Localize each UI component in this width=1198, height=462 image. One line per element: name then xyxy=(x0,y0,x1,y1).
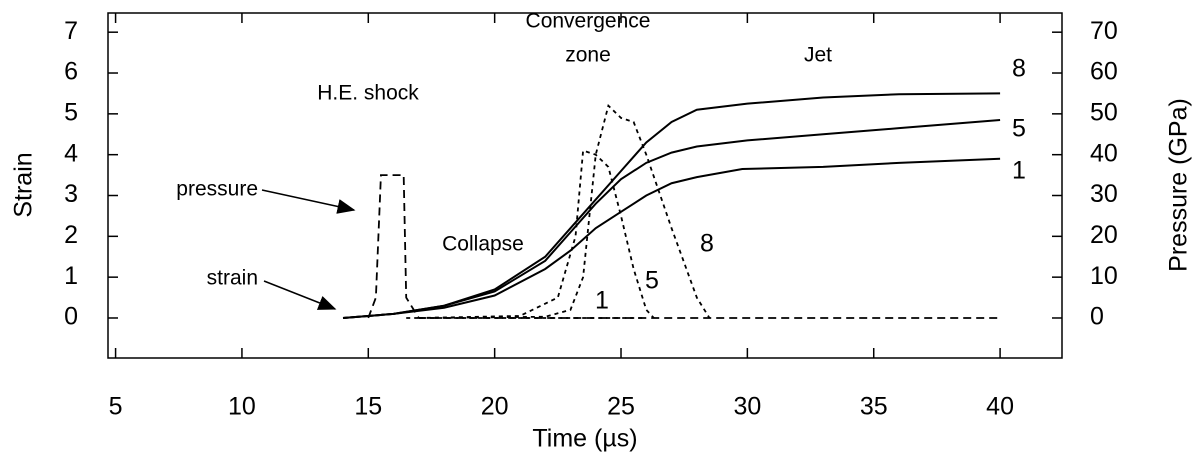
series-label: 1 xyxy=(595,287,609,315)
y2-tick-label: 40 xyxy=(1090,139,1118,167)
x-tick-label: 15 xyxy=(354,393,382,421)
annotation: zone xyxy=(565,44,611,67)
series-label: 5 xyxy=(1012,115,1026,143)
y-tick-label: 0 xyxy=(64,303,78,331)
x-tick-label: 5 xyxy=(109,393,123,421)
x-tick-label: 40 xyxy=(986,393,1014,421)
y-tick-label: 3 xyxy=(64,180,78,208)
annotation: Jet xyxy=(804,44,832,67)
x-axis-title: Time (µs) xyxy=(532,425,637,453)
x-tick-label: 35 xyxy=(860,393,888,421)
annotation: Collapse xyxy=(442,233,524,256)
strain-line xyxy=(342,118,1001,319)
y-tick-label: 4 xyxy=(64,139,78,167)
y2-tick-label: 0 xyxy=(1090,303,1104,331)
annotation: Convergence xyxy=(526,10,651,33)
annotation: pressure xyxy=(176,178,258,201)
x-tick-label: 30 xyxy=(733,393,761,421)
pressure-line xyxy=(367,174,1001,319)
pressure-line xyxy=(418,149,655,319)
y2-tick-label: 30 xyxy=(1090,180,1118,208)
y-tick-label: 5 xyxy=(64,98,78,126)
series-label: 1 xyxy=(1012,157,1026,185)
y2-tick-label: 70 xyxy=(1090,17,1118,45)
x-tick-label: 20 xyxy=(481,393,509,421)
x-tick-label: 10 xyxy=(228,393,256,421)
y2-tick-label: 10 xyxy=(1090,262,1118,290)
y-tick-label: 6 xyxy=(64,58,78,86)
y2-tick-label: 60 xyxy=(1090,58,1118,86)
series-label: 8 xyxy=(1012,55,1026,83)
series-label: 8 xyxy=(700,230,714,258)
series-label: 5 xyxy=(645,267,659,295)
annotation: H.E. shock xyxy=(317,82,419,105)
y-axis-title: Strain xyxy=(10,152,38,217)
strain-line xyxy=(342,157,1001,319)
y2-tick-label: 50 xyxy=(1090,98,1118,126)
y2-tick-label: 20 xyxy=(1090,221,1118,249)
plot-frame xyxy=(107,12,1063,359)
y2-axis-title: Pressure (GPa) xyxy=(1165,98,1193,272)
arrow xyxy=(261,189,356,214)
annotation: strain xyxy=(207,267,258,290)
pressure-line xyxy=(418,103,711,319)
y-tick-label: 2 xyxy=(64,221,78,249)
y-tick-label: 7 xyxy=(64,17,78,45)
arrow xyxy=(263,280,337,310)
y-tick-label: 1 xyxy=(64,262,78,290)
x-tick-label: 25 xyxy=(607,393,635,421)
